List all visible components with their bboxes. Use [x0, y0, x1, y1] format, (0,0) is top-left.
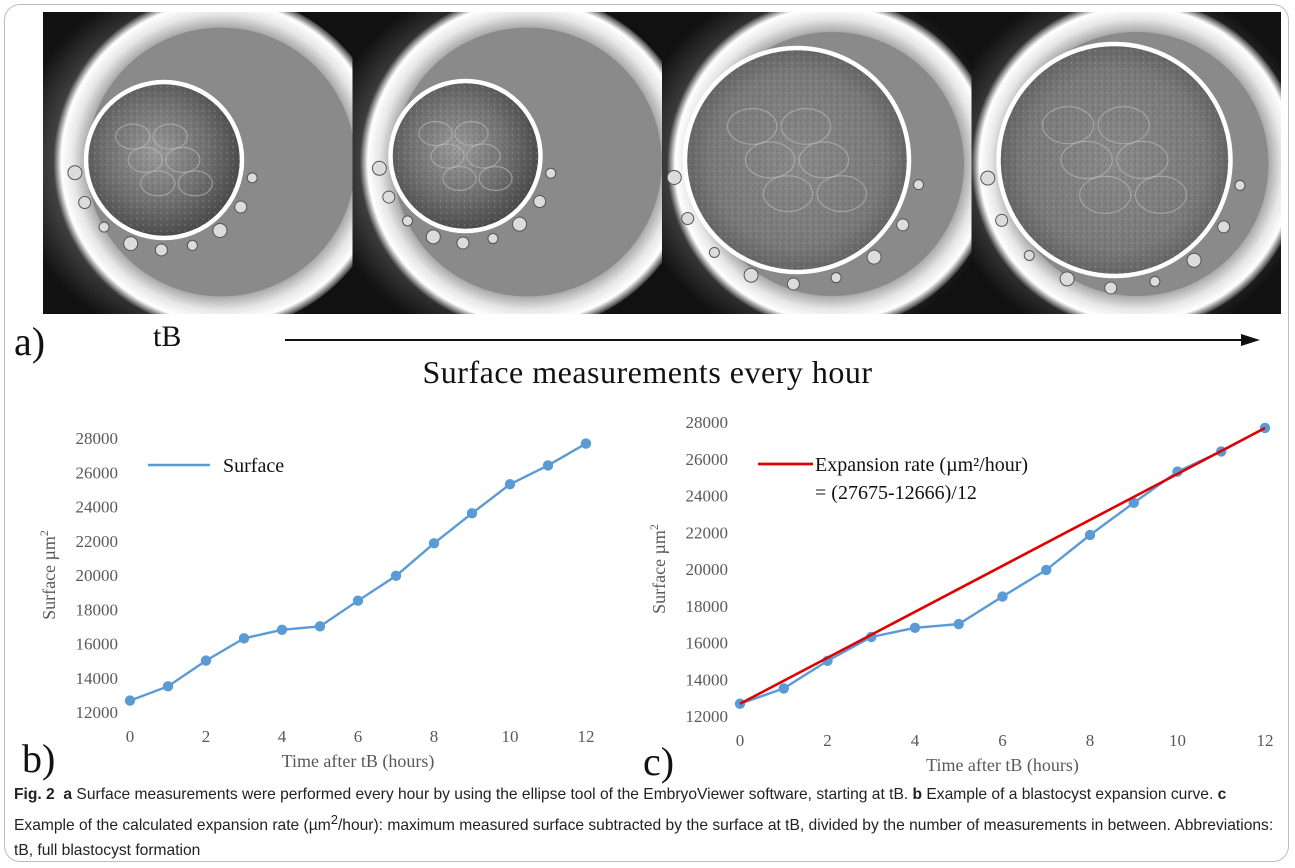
y-tick-label: 14000	[76, 669, 119, 688]
data-point	[390, 570, 402, 582]
y-tick-label: 16000	[686, 634, 729, 653]
caption-text-a: Surface measurements were performed ever…	[72, 786, 913, 803]
caption-sup: 2	[330, 812, 338, 827]
embryo-frame-2	[352, 12, 662, 314]
figure-caption: Fig. 2 a Surface measurements were perfo…	[14, 782, 1282, 863]
data-point	[1084, 529, 1096, 541]
x-tick-label: 12	[1257, 731, 1274, 750]
panel-label-a: a)	[14, 319, 46, 364]
x-tick-label: 2	[202, 727, 211, 746]
x-tick-label: 10	[1169, 731, 1186, 750]
time-arrow	[285, 334, 1260, 346]
caption-text-c1: Example of the calculated expansion rate…	[14, 817, 331, 835]
legend-label-surface: Surface	[223, 455, 284, 477]
caption-text-c2: /hour): maximum measured surface subtrac…	[14, 817, 1274, 860]
data-point	[200, 655, 212, 666]
data-point	[542, 460, 554, 471]
x-tick-label: 6	[354, 727, 363, 746]
data-point	[428, 538, 440, 549]
data-point	[124, 695, 136, 706]
strip-axis-label: Surface measurements every hour	[422, 354, 873, 390]
y-tick-label: 22000	[76, 532, 119, 551]
data-point	[778, 683, 789, 694]
measurement-ellipse	[682, 45, 912, 275]
y-axis-label: Surface µm2	[647, 524, 669, 614]
data-point	[238, 633, 250, 644]
data-point	[504, 479, 516, 490]
data-point	[1128, 497, 1139, 509]
y-tick-label: 18000	[686, 597, 729, 616]
y-tick-label: 16000	[76, 635, 119, 654]
y-tick-label: 14000	[686, 670, 729, 689]
tb-label: tB	[153, 320, 182, 353]
expansion-rate-line	[739, 426, 1266, 705]
y-tick-label: 22000	[686, 523, 729, 542]
caption-figure-number: Fig. 2	[14, 786, 55, 803]
y-tick-label: 28000	[76, 429, 119, 448]
y-tick-label: 12000	[686, 707, 729, 726]
y-tick-label: 24000	[686, 487, 729, 506]
data-point	[1259, 422, 1271, 434]
panel-label-c: c)	[643, 739, 675, 784]
x-tick-label: 10	[502, 727, 519, 746]
y-tick-label: 12000	[76, 703, 119, 722]
caption-marker-b: b	[912, 786, 923, 803]
x-tick-label: 2	[823, 731, 832, 750]
x-tick-label: 8	[430, 727, 439, 746]
embryo-frame-4	[971, 12, 1281, 314]
x-tick-label: 6	[998, 731, 1007, 750]
data-point	[466, 508, 478, 519]
legend-label-expansion-1: Expansion rate (µm²/hour)	[815, 454, 1028, 476]
x-tick-label: 0	[126, 727, 135, 746]
y-tick-label: 18000	[76, 600, 119, 619]
y-tick-label: 20000	[686, 560, 729, 579]
legend-label-expansion-2: = (27675-12666)/12	[815, 482, 977, 504]
panel-label-b: b)	[22, 736, 56, 781]
x-tick-label: 12	[578, 727, 595, 746]
surface-line	[129, 442, 587, 702]
y-tick-label: 26000	[686, 450, 729, 469]
x-tick-label: 8	[1086, 731, 1095, 750]
y-tick-label: 26000	[76, 463, 119, 482]
caption-marker-a: a	[63, 786, 73, 803]
data-point	[909, 622, 921, 633]
embryo-frame-3	[662, 12, 972, 314]
data-point	[276, 624, 288, 635]
x-tick-label: 4	[911, 731, 920, 750]
embryo-frame-1	[43, 12, 353, 314]
data-point	[162, 681, 174, 692]
measurement-ellipse	[996, 41, 1233, 279]
measurement-ellipse	[83, 79, 245, 241]
x-axis-label: Time after tB (hours)	[926, 755, 1079, 776]
chart-c: 12000 14000 16000 18000 20000 22000 24000 26000…	[647, 413, 1274, 776]
data-point	[580, 438, 592, 449]
x-tick-label: 4	[278, 727, 287, 746]
x-tick-label: 0	[736, 731, 745, 750]
data-point	[1041, 564, 1052, 576]
embryo-image-strip	[43, 12, 1281, 314]
measurement-ellipse	[388, 78, 543, 234]
x-axis-label: Time after tB (hours)	[282, 751, 435, 772]
chart-b: 12000 14000 16000 18000 20000 22000 24000 26000…	[37, 429, 595, 772]
caption-marker-c: c	[1217, 786, 1227, 803]
data-point	[314, 621, 326, 632]
y-tick-label: 28000	[686, 413, 729, 432]
figure-frame	[4, 4, 1289, 862]
data-point	[997, 591, 1008, 602]
y-axis-label: Surface µm2	[37, 530, 59, 620]
y-tick-label: 24000	[76, 498, 119, 517]
caption-text-b: Example of a blastocyst expansion curve.	[922, 786, 1218, 803]
data-point	[352, 595, 364, 606]
y-tick-label: 20000	[76, 566, 119, 585]
data-point	[953, 618, 964, 630]
